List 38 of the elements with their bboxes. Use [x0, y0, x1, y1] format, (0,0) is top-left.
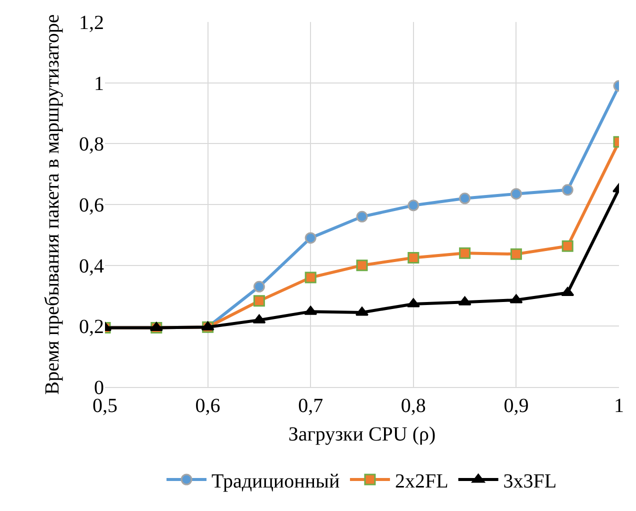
- x-axis-title: Загрузки CPU (ρ): [288, 424, 436, 446]
- point: [150, 322, 163, 331]
- legend-label: 3x3FL: [503, 470, 557, 492]
- point: [561, 286, 574, 296]
- y-tick-label: 1,2: [79, 12, 104, 34]
- point: [356, 210, 368, 222]
- x-tick-label: 0,8: [400, 395, 426, 417]
- point: [406, 298, 420, 308]
- point: [304, 306, 318, 315]
- legend-label: Традиционный: [212, 470, 340, 492]
- legend-label: 2x2FL: [394, 470, 448, 492]
- x-tick-label: 0,6: [195, 395, 220, 417]
- y-tick-label: 1: [94, 72, 104, 95]
- y-tick-label: 0,4: [79, 255, 104, 278]
- x-tick-label: 0,7: [298, 395, 324, 417]
- y-tick-label: 0,6: [79, 194, 104, 216]
- point: [304, 232, 316, 244]
- x-tick-label: 1: [614, 395, 624, 417]
- y-tick-label: 0,2: [79, 316, 104, 338]
- point: [459, 192, 471, 204]
- y-tick-label: 0,8: [79, 134, 104, 156]
- point: [253, 295, 265, 307]
- point: [510, 188, 522, 200]
- point: [408, 252, 420, 264]
- x-tick-label: 0,9: [504, 395, 529, 417]
- point: [252, 314, 266, 324]
- point: [304, 272, 316, 284]
- point: [458, 296, 472, 306]
- point: [408, 200, 420, 212]
- point: [510, 248, 522, 260]
- point: [562, 240, 574, 252]
- point: [459, 247, 471, 259]
- point: [562, 184, 574, 196]
- point: [356, 260, 368, 272]
- y-axis-title: Время пребывания пакета в маршрутизаторе: [42, 14, 64, 395]
- point: [253, 280, 265, 292]
- point: [201, 321, 214, 330]
- point: [510, 294, 523, 304]
